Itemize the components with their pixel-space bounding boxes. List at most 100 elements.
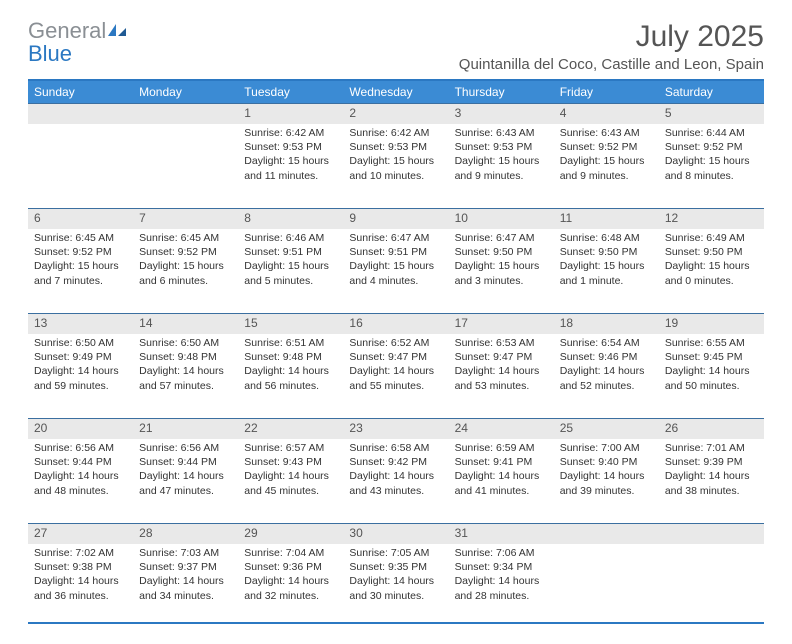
day-details: Sunrise: 6:43 AMSunset: 9:52 PMDaylight:… (554, 124, 659, 189)
sunrise-text: Sunrise: 7:02 AM (34, 546, 127, 560)
sunrise-text: Sunrise: 6:51 AM (244, 336, 337, 350)
day-details: Sunrise: 6:50 AMSunset: 9:48 PMDaylight:… (133, 334, 238, 399)
day-header-wed: Wednesday (343, 81, 448, 103)
date-number: 20 (28, 419, 133, 439)
daylight-text: Daylight: 15 hours and 10 minutes. (349, 154, 442, 182)
calendar-cell (133, 124, 238, 202)
daylight-text: Daylight: 15 hours and 5 minutes. (244, 259, 337, 287)
sunrise-text: Sunrise: 7:04 AM (244, 546, 337, 560)
date-row: 12345 (28, 103, 764, 124)
daylight-text: Daylight: 14 hours and 32 minutes. (244, 574, 337, 602)
calendar-cell: Sunrise: 7:03 AMSunset: 9:37 PMDaylight:… (133, 544, 238, 622)
daylight-text: Daylight: 15 hours and 9 minutes. (455, 154, 548, 182)
date-number: 11 (554, 209, 659, 229)
day-details (28, 124, 133, 132)
sunrise-text: Sunrise: 6:55 AM (665, 336, 758, 350)
details-row: Sunrise: 6:42 AMSunset: 9:53 PMDaylight:… (28, 124, 764, 202)
sunset-text: Sunset: 9:52 PM (34, 245, 127, 259)
date-number: 2 (343, 104, 448, 124)
details-row: Sunrise: 7:02 AMSunset: 9:38 PMDaylight:… (28, 544, 764, 622)
sunset-text: Sunset: 9:48 PM (139, 350, 232, 364)
sunset-text: Sunset: 9:38 PM (34, 560, 127, 574)
calendar-cell: Sunrise: 7:01 AMSunset: 9:39 PMDaylight:… (659, 439, 764, 517)
sunset-text: Sunset: 9:49 PM (34, 350, 127, 364)
calendar-cell: Sunrise: 6:43 AMSunset: 9:53 PMDaylight:… (449, 124, 554, 202)
date-row: 13141516171819 (28, 313, 764, 334)
day-details: Sunrise: 6:44 AMSunset: 9:52 PMDaylight:… (659, 124, 764, 189)
logo: General Blue (28, 20, 128, 66)
date-row: 2728293031 (28, 523, 764, 544)
date-number: 15 (238, 314, 343, 334)
daylight-text: Daylight: 14 hours and 28 minutes. (455, 574, 548, 602)
calendar-cell: Sunrise: 6:47 AMSunset: 9:50 PMDaylight:… (449, 229, 554, 307)
date-number: 28 (133, 524, 238, 544)
sunset-text: Sunset: 9:53 PM (455, 140, 548, 154)
daylight-text: Daylight: 15 hours and 4 minutes. (349, 259, 442, 287)
sunset-text: Sunset: 9:34 PM (455, 560, 548, 574)
day-details: Sunrise: 6:56 AMSunset: 9:44 PMDaylight:… (28, 439, 133, 504)
day-details: Sunrise: 7:00 AMSunset: 9:40 PMDaylight:… (554, 439, 659, 504)
day-details: Sunrise: 6:47 AMSunset: 9:51 PMDaylight:… (343, 229, 448, 294)
sunrise-text: Sunrise: 6:56 AM (34, 441, 127, 455)
date-number (133, 104, 238, 124)
daylight-text: Daylight: 14 hours and 48 minutes. (34, 469, 127, 497)
sunset-text: Sunset: 9:37 PM (139, 560, 232, 574)
daylight-text: Daylight: 14 hours and 57 minutes. (139, 364, 232, 392)
sunrise-text: Sunrise: 6:56 AM (139, 441, 232, 455)
sunrise-text: Sunrise: 6:44 AM (665, 126, 758, 140)
day-details: Sunrise: 6:45 AMSunset: 9:52 PMDaylight:… (28, 229, 133, 294)
date-number: 31 (449, 524, 554, 544)
date-number: 6 (28, 209, 133, 229)
calendar-cell: Sunrise: 6:44 AMSunset: 9:52 PMDaylight:… (659, 124, 764, 202)
daylight-text: Daylight: 14 hours and 45 minutes. (244, 469, 337, 497)
day-details: Sunrise: 6:58 AMSunset: 9:42 PMDaylight:… (343, 439, 448, 504)
daylight-text: Daylight: 14 hours and 52 minutes. (560, 364, 653, 392)
details-row: Sunrise: 6:56 AMSunset: 9:44 PMDaylight:… (28, 439, 764, 517)
calendar-cell: Sunrise: 6:47 AMSunset: 9:51 PMDaylight:… (343, 229, 448, 307)
day-details: Sunrise: 7:04 AMSunset: 9:36 PMDaylight:… (238, 544, 343, 609)
day-details: Sunrise: 6:47 AMSunset: 9:50 PMDaylight:… (449, 229, 554, 294)
sunset-text: Sunset: 9:45 PM (665, 350, 758, 364)
sunrise-text: Sunrise: 6:58 AM (349, 441, 442, 455)
calendar-cell: Sunrise: 6:50 AMSunset: 9:48 PMDaylight:… (133, 334, 238, 412)
daylight-text: Daylight: 14 hours and 56 minutes. (244, 364, 337, 392)
calendar-cell: Sunrise: 6:52 AMSunset: 9:47 PMDaylight:… (343, 334, 448, 412)
sunrise-text: Sunrise: 6:42 AM (244, 126, 337, 140)
daylight-text: Daylight: 15 hours and 6 minutes. (139, 259, 232, 287)
date-number: 18 (554, 314, 659, 334)
calendar-cell: Sunrise: 6:59 AMSunset: 9:41 PMDaylight:… (449, 439, 554, 517)
day-details: Sunrise: 6:54 AMSunset: 9:46 PMDaylight:… (554, 334, 659, 399)
daylight-text: Daylight: 15 hours and 8 minutes. (665, 154, 758, 182)
date-number: 19 (659, 314, 764, 334)
date-number: 8 (238, 209, 343, 229)
day-details: Sunrise: 6:56 AMSunset: 9:44 PMDaylight:… (133, 439, 238, 504)
sunrise-text: Sunrise: 6:54 AM (560, 336, 653, 350)
sunrise-text: Sunrise: 6:59 AM (455, 441, 548, 455)
daylight-text: Daylight: 15 hours and 7 minutes. (34, 259, 127, 287)
sunset-text: Sunset: 9:47 PM (455, 350, 548, 364)
sunrise-text: Sunrise: 6:46 AM (244, 231, 337, 245)
date-number: 10 (449, 209, 554, 229)
sunrise-text: Sunrise: 7:01 AM (665, 441, 758, 455)
sunrise-text: Sunrise: 6:47 AM (455, 231, 548, 245)
day-header-tue: Tuesday (238, 81, 343, 103)
date-number: 7 (133, 209, 238, 229)
sunset-text: Sunset: 9:50 PM (560, 245, 653, 259)
daylight-text: Daylight: 15 hours and 1 minute. (560, 259, 653, 287)
calendar-cell: Sunrise: 6:45 AMSunset: 9:52 PMDaylight:… (133, 229, 238, 307)
calendar-cell: Sunrise: 6:45 AMSunset: 9:52 PMDaylight:… (28, 229, 133, 307)
sunrise-text: Sunrise: 6:43 AM (560, 126, 653, 140)
date-number (659, 524, 764, 544)
date-number (554, 524, 659, 544)
sunrise-text: Sunrise: 7:03 AM (139, 546, 232, 560)
sunset-text: Sunset: 9:41 PM (455, 455, 548, 469)
date-number: 13 (28, 314, 133, 334)
date-number: 9 (343, 209, 448, 229)
daylight-text: Daylight: 14 hours and 36 minutes. (34, 574, 127, 602)
sunset-text: Sunset: 9:44 PM (34, 455, 127, 469)
date-number: 3 (449, 104, 554, 124)
calendar-cell: Sunrise: 7:00 AMSunset: 9:40 PMDaylight:… (554, 439, 659, 517)
sunrise-text: Sunrise: 6:42 AM (349, 126, 442, 140)
calendar-cell: Sunrise: 6:42 AMSunset: 9:53 PMDaylight:… (343, 124, 448, 202)
calendar-cell: Sunrise: 6:49 AMSunset: 9:50 PMDaylight:… (659, 229, 764, 307)
